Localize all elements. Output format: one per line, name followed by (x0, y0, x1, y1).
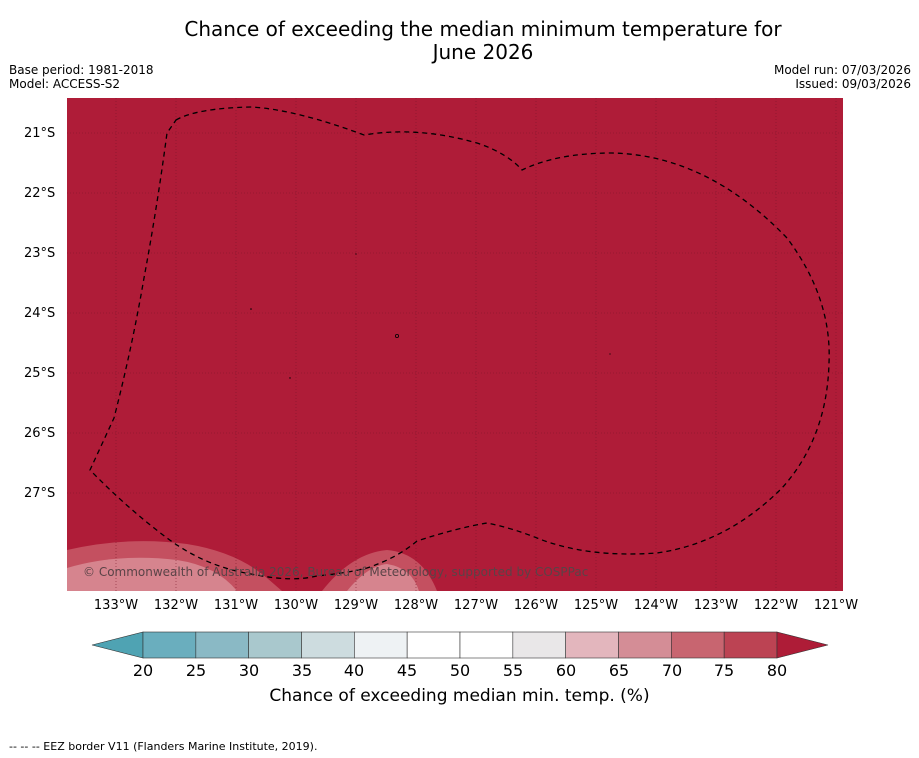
copyright-credit: © Commonwealth of Australia 2026, Bureau… (83, 565, 589, 579)
lon-label-122w: 122°W (753, 598, 799, 613)
lon-label-131w: 131°W (213, 598, 259, 613)
colorbar-tick-30: 30 (238, 661, 260, 680)
colorbar-tick-80: 80 (766, 661, 788, 680)
lon-label-132w: 132°W (153, 598, 199, 613)
colorbar-bin (618, 631, 672, 659)
model-run: Model run: 07/03/2026 (773, 63, 911, 77)
title-line-1: Chance of exceeding the median minimum t… (184, 17, 782, 41)
colorbar-title: Chance of exceeding median min. temp. (%… (269, 686, 650, 706)
model-name: Model: ACCESS-S2 (9, 77, 121, 91)
colorbar-tick-20: 20 (132, 661, 154, 680)
lat-label-21s: 21°S (24, 126, 56, 141)
lon-label-124w: 124°W (633, 598, 679, 613)
graticule (67, 98, 843, 591)
map-canvas (67, 98, 843, 591)
colorbar-tick-60: 60 (555, 661, 577, 680)
island-marker (394, 333, 399, 338)
island-marker (609, 353, 611, 355)
colorbar-tick-65: 65 (608, 661, 630, 680)
colorbar-bin (723, 631, 778, 659)
map-panel: © Commonwealth of Australia 2026, Bureau… (67, 98, 843, 591)
colorbar-bin (512, 631, 566, 659)
lon-label-129w: 129°W (333, 598, 379, 613)
lat-label-22s: 22°S (24, 186, 56, 201)
lat-label-24s: 24°S (24, 306, 56, 321)
meta-right: Model run: 07/03/2026 Issued: 09/03/2026 (774, 63, 911, 91)
lat-label-27s: 27°S (24, 486, 56, 501)
colorbar-tick-70: 70 (661, 661, 683, 680)
lon-label-127w: 127°W (453, 598, 499, 613)
issued-date: Issued: 09/03/2026 (795, 77, 911, 91)
colorbar-bin (565, 631, 619, 659)
map-title: Chance of exceeding the median minimum t… (0, 18, 919, 64)
eez-legend-note: -- -- -- EEZ border V11 (Flanders Marine… (9, 740, 318, 753)
colorbar-bins (142, 631, 778, 659)
colorbar-tick-25: 25 (185, 661, 207, 680)
colorbar-tick-40: 40 (343, 661, 365, 680)
colorbar-tick-55: 55 (502, 661, 524, 680)
colorbar-bin (195, 631, 249, 659)
lon-label-130w: 130°W (273, 598, 319, 613)
colorbar-low-extension (91, 631, 144, 659)
colorbar-bin (406, 631, 461, 659)
colorbar-bin (354, 631, 408, 659)
colorbar-high-extension (776, 631, 829, 659)
colorbar-tick-50: 50 (449, 661, 471, 680)
lon-label-126w: 126°W (513, 598, 559, 613)
lat-label-26s: 26°S (24, 426, 56, 441)
colorbar-bin (671, 631, 725, 659)
colorbar-bin (301, 631, 355, 659)
lon-label-121w: 121°W (813, 598, 859, 613)
lat-label-25s: 25°S (24, 366, 56, 381)
colorbar-tick-35: 35 (291, 661, 313, 680)
probability-field (67, 98, 843, 591)
colorbar-bin (248, 631, 302, 659)
lat-label-23s: 23°S (24, 246, 56, 261)
colorbar-bin (459, 631, 514, 659)
lower-probability-area-2 (347, 564, 419, 591)
island-marker (250, 308, 252, 310)
base-period: Base period: 1981-2018 (9, 63, 154, 77)
island-marker (289, 377, 291, 379)
meta-left: Base period: 1981-2018 Model: ACCESS-S2 (9, 63, 154, 91)
island-marker (355, 253, 357, 255)
lower-probability-area (67, 557, 237, 591)
colorbar-bin (142, 631, 197, 659)
lon-label-133w: 133°W (93, 598, 139, 613)
lon-label-123w: 123°W (693, 598, 739, 613)
colorbar-tick-75: 75 (713, 661, 735, 680)
title-line-2: June 2026 (432, 40, 534, 64)
colorbar-tick-45: 45 (396, 661, 418, 680)
lon-label-128w: 128°W (393, 598, 439, 613)
colorbar (91, 631, 829, 659)
lon-label-125w: 125°W (573, 598, 619, 613)
